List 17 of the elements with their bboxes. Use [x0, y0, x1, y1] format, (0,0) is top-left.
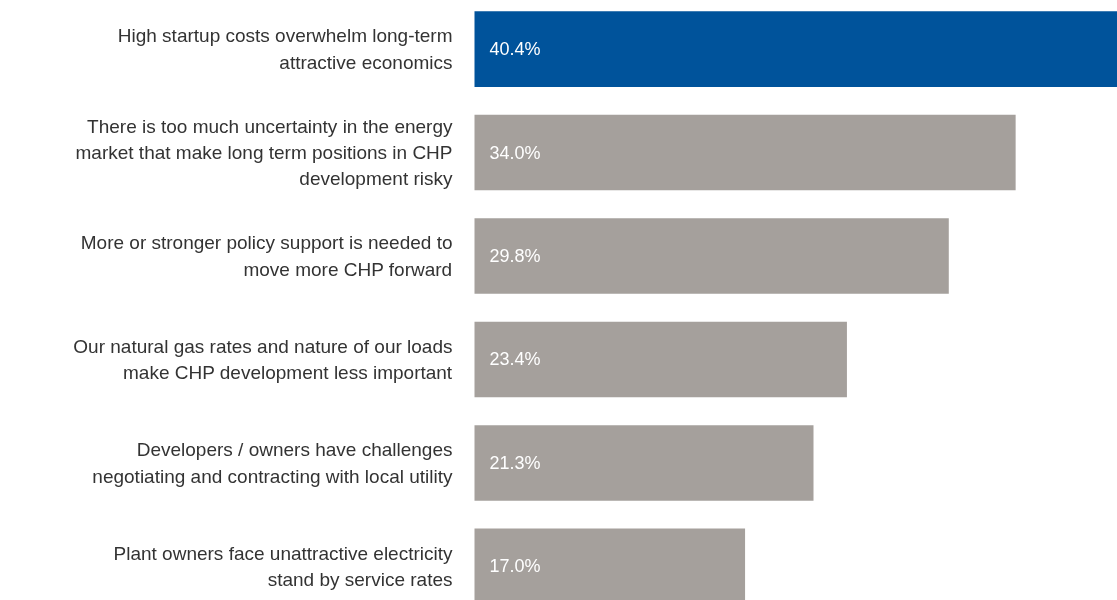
bar — [474, 114, 1016, 191]
y-tick-label: Developers / owners have challenges negotiating and contracting with local utility — [92, 439, 453, 487]
data-label: 34.0% — [489, 142, 541, 163]
data-label: 40.4% — [489, 39, 541, 60]
bar — [474, 11, 1117, 87]
y-tick-label: There is too much uncertainty in the energy market that make long term positions in CHP development risky — [75, 115, 453, 190]
data-label: 23.4% — [489, 349, 541, 370]
y-tick-label: More or stronger policy support is needed to move more CHP forward — [80, 232, 453, 280]
y-tick-label: High startup costs overwhelm long-term attractive economics — [117, 25, 453, 73]
bar — [474, 321, 847, 398]
data-label: 17.0% — [489, 556, 541, 577]
y-tick-label: Plant owners face unattractive electricity stand by service rates — [113, 542, 453, 590]
data-label: 21.3% — [489, 452, 541, 473]
bar — [474, 425, 814, 501]
bar — [474, 218, 949, 294]
data-label: 29.8% — [489, 246, 541, 267]
y-tick-label: Our natural gas rates and nature of our loads make CHP development less important — [73, 335, 453, 384]
